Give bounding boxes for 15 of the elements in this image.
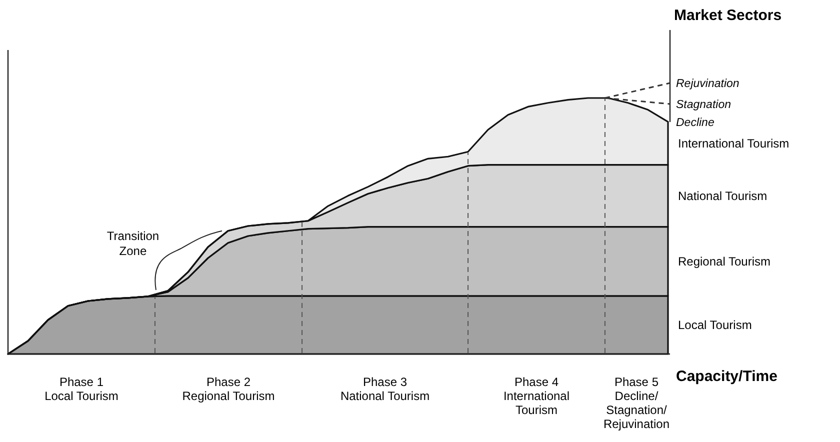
text: Decline [676, 116, 714, 129]
text: Phase 5 Decline/ Stagnation/ Rejuvination [603, 375, 670, 431]
text: Phase 2 Regional Tourism [182, 375, 275, 403]
text: Phase 3 National Tourism [340, 375, 430, 403]
text: Market Sectors [674, 7, 782, 24]
series-label: Regional Tourism [678, 254, 770, 268]
text: Phase 1 Local Tourism [44, 375, 118, 403]
series-label: International Tourism [678, 136, 790, 150]
series-label: Local Tourism [678, 318, 752, 332]
series-label: National Tourism [678, 188, 768, 203]
annotation: Transition Zone [106, 229, 160, 258]
text: Rejuvination [676, 78, 740, 90]
text: Phase 4 International Tourism [503, 375, 570, 417]
text: Stagnation [676, 99, 731, 111]
x-axis-title: Capacity/Time [676, 368, 778, 385]
